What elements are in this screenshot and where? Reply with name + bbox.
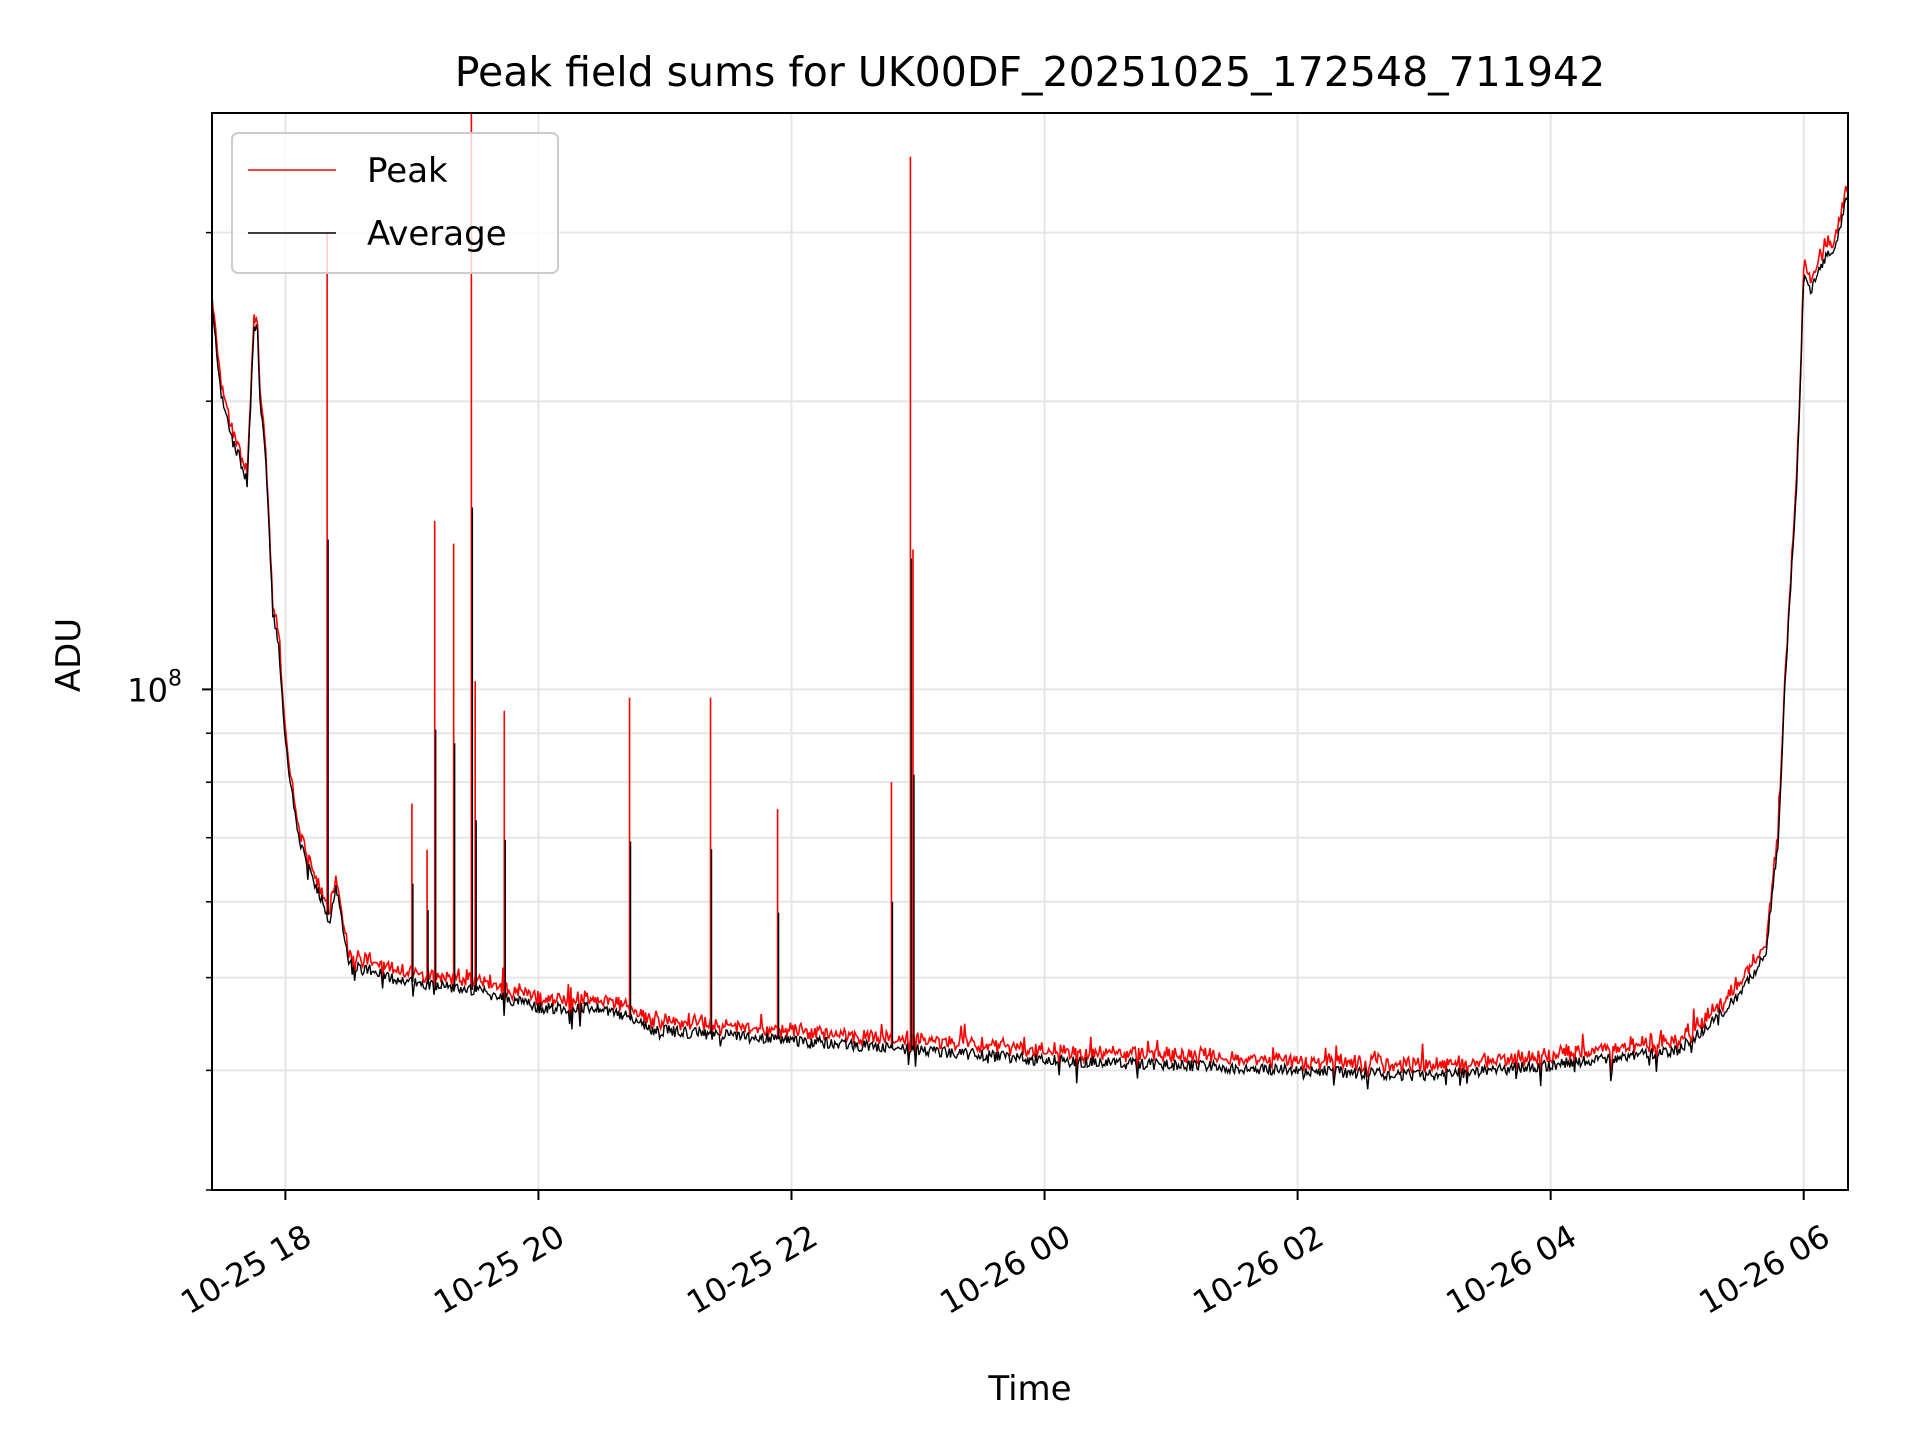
y-tick-label-base: 10	[127, 671, 168, 709]
x-axis-label: Time	[987, 1369, 1071, 1409]
series-line-peak	[211, 185, 1849, 1080]
y-axis-label: ADU	[49, 618, 89, 692]
series-line-average	[211, 194, 1849, 1090]
x-tick-label: 10-26 02	[1186, 1217, 1330, 1322]
chart-title: Peak field sums for UK00DF_20251025_1725…	[455, 48, 1605, 96]
legend-box	[231, 132, 559, 274]
legend-label-average: Average	[367, 214, 507, 254]
x-tick-label: 10-26 04	[1439, 1217, 1583, 1322]
legend-label-peak: Peak	[367, 151, 448, 191]
legend: Peak Average	[231, 132, 559, 274]
y-tick-label: 108	[127, 666, 182, 709]
grid-layer	[212, 113, 1848, 1191]
y-tick-label-exponent: 8	[168, 666, 182, 691]
x-tick-label: 10-25 18	[174, 1217, 318, 1322]
x-tick-label: 10-25 22	[680, 1217, 824, 1322]
x-tick-label: 10-26 06	[1693, 1217, 1837, 1322]
axis-layer: 10-25 18 10-25 20 10-25 22 10-26 00 10-26 02…	[127, 231, 1837, 1322]
plot-frame	[211, 112, 1849, 1191]
x-tick-label: 10-25 20	[427, 1217, 571, 1322]
x-tick-label: 10-26 00	[933, 1217, 1077, 1322]
